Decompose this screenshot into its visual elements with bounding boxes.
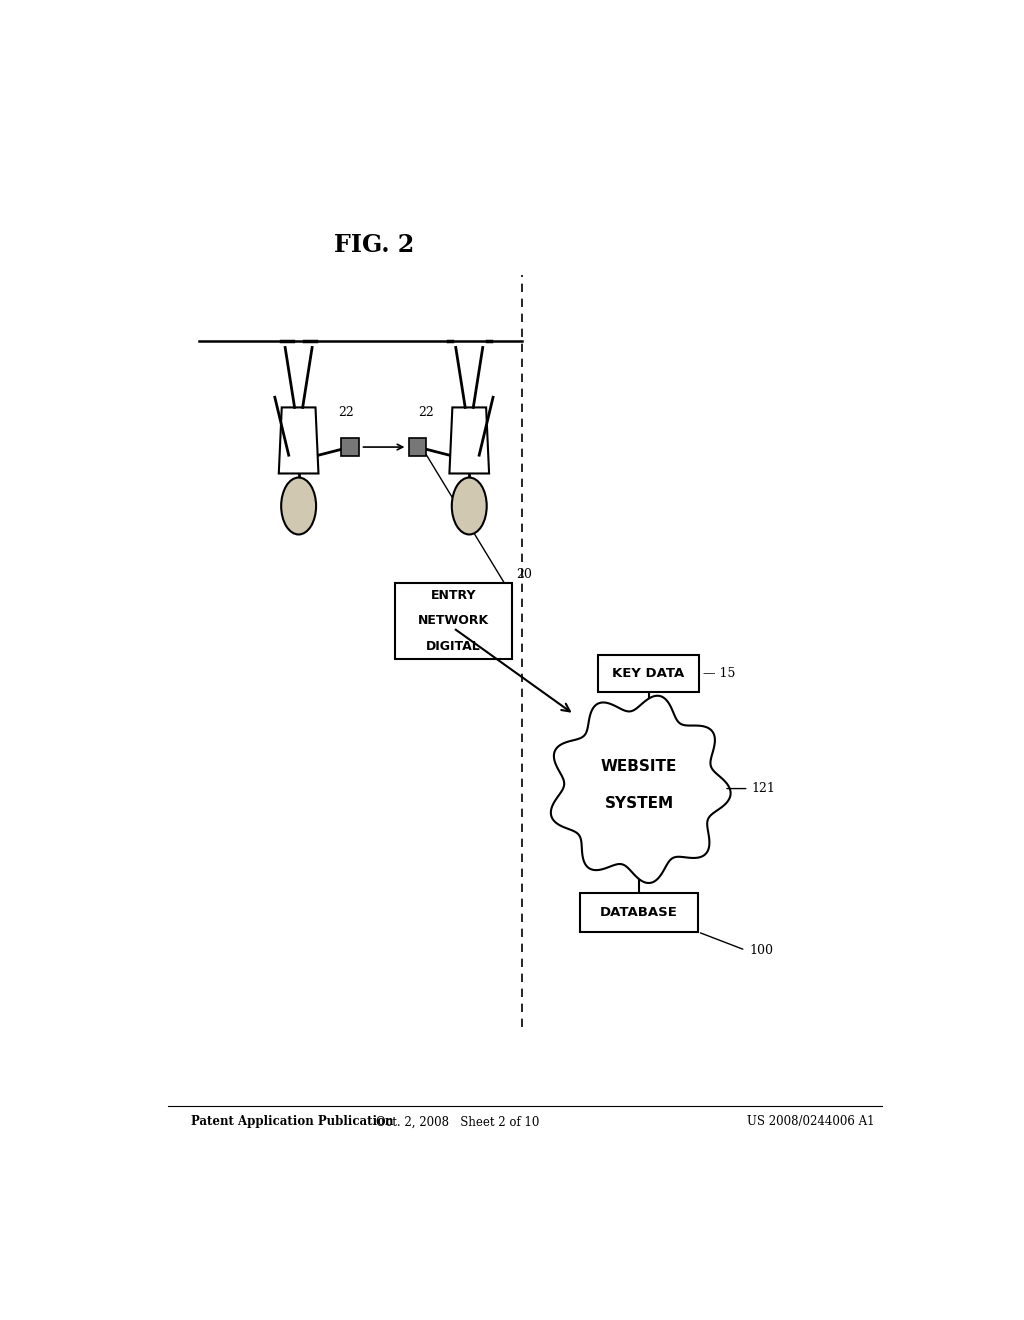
- Ellipse shape: [282, 478, 316, 535]
- Text: NETWORK: NETWORK: [418, 614, 488, 627]
- Text: DATABASE: DATABASE: [600, 906, 678, 919]
- FancyBboxPatch shape: [409, 438, 426, 457]
- Text: FIG. 2: FIG. 2: [334, 232, 414, 257]
- Text: — 15: — 15: [703, 667, 735, 680]
- Text: 22: 22: [418, 407, 433, 420]
- Polygon shape: [279, 408, 318, 474]
- Text: 100: 100: [750, 944, 773, 957]
- Text: WEBSITE: WEBSITE: [601, 759, 677, 774]
- FancyBboxPatch shape: [581, 894, 697, 932]
- FancyBboxPatch shape: [341, 438, 359, 457]
- Polygon shape: [551, 696, 730, 883]
- Text: SYSTEM: SYSTEM: [604, 796, 674, 812]
- Text: KEY DATA: KEY DATA: [612, 667, 685, 680]
- Text: 22: 22: [338, 407, 354, 420]
- Text: ENTRY: ENTRY: [431, 589, 476, 602]
- Ellipse shape: [452, 478, 486, 535]
- FancyBboxPatch shape: [394, 582, 512, 659]
- Text: 121: 121: [751, 781, 775, 795]
- FancyBboxPatch shape: [598, 656, 699, 692]
- Text: DIGITAL: DIGITAL: [426, 640, 480, 653]
- Text: US 2008/0244006 A1: US 2008/0244006 A1: [746, 1115, 874, 1129]
- Text: Patent Application Publication: Patent Application Publication: [191, 1115, 394, 1129]
- Text: Oct. 2, 2008   Sheet 2 of 10: Oct. 2, 2008 Sheet 2 of 10: [376, 1115, 539, 1129]
- Polygon shape: [450, 408, 489, 474]
- Text: 20: 20: [516, 568, 531, 581]
